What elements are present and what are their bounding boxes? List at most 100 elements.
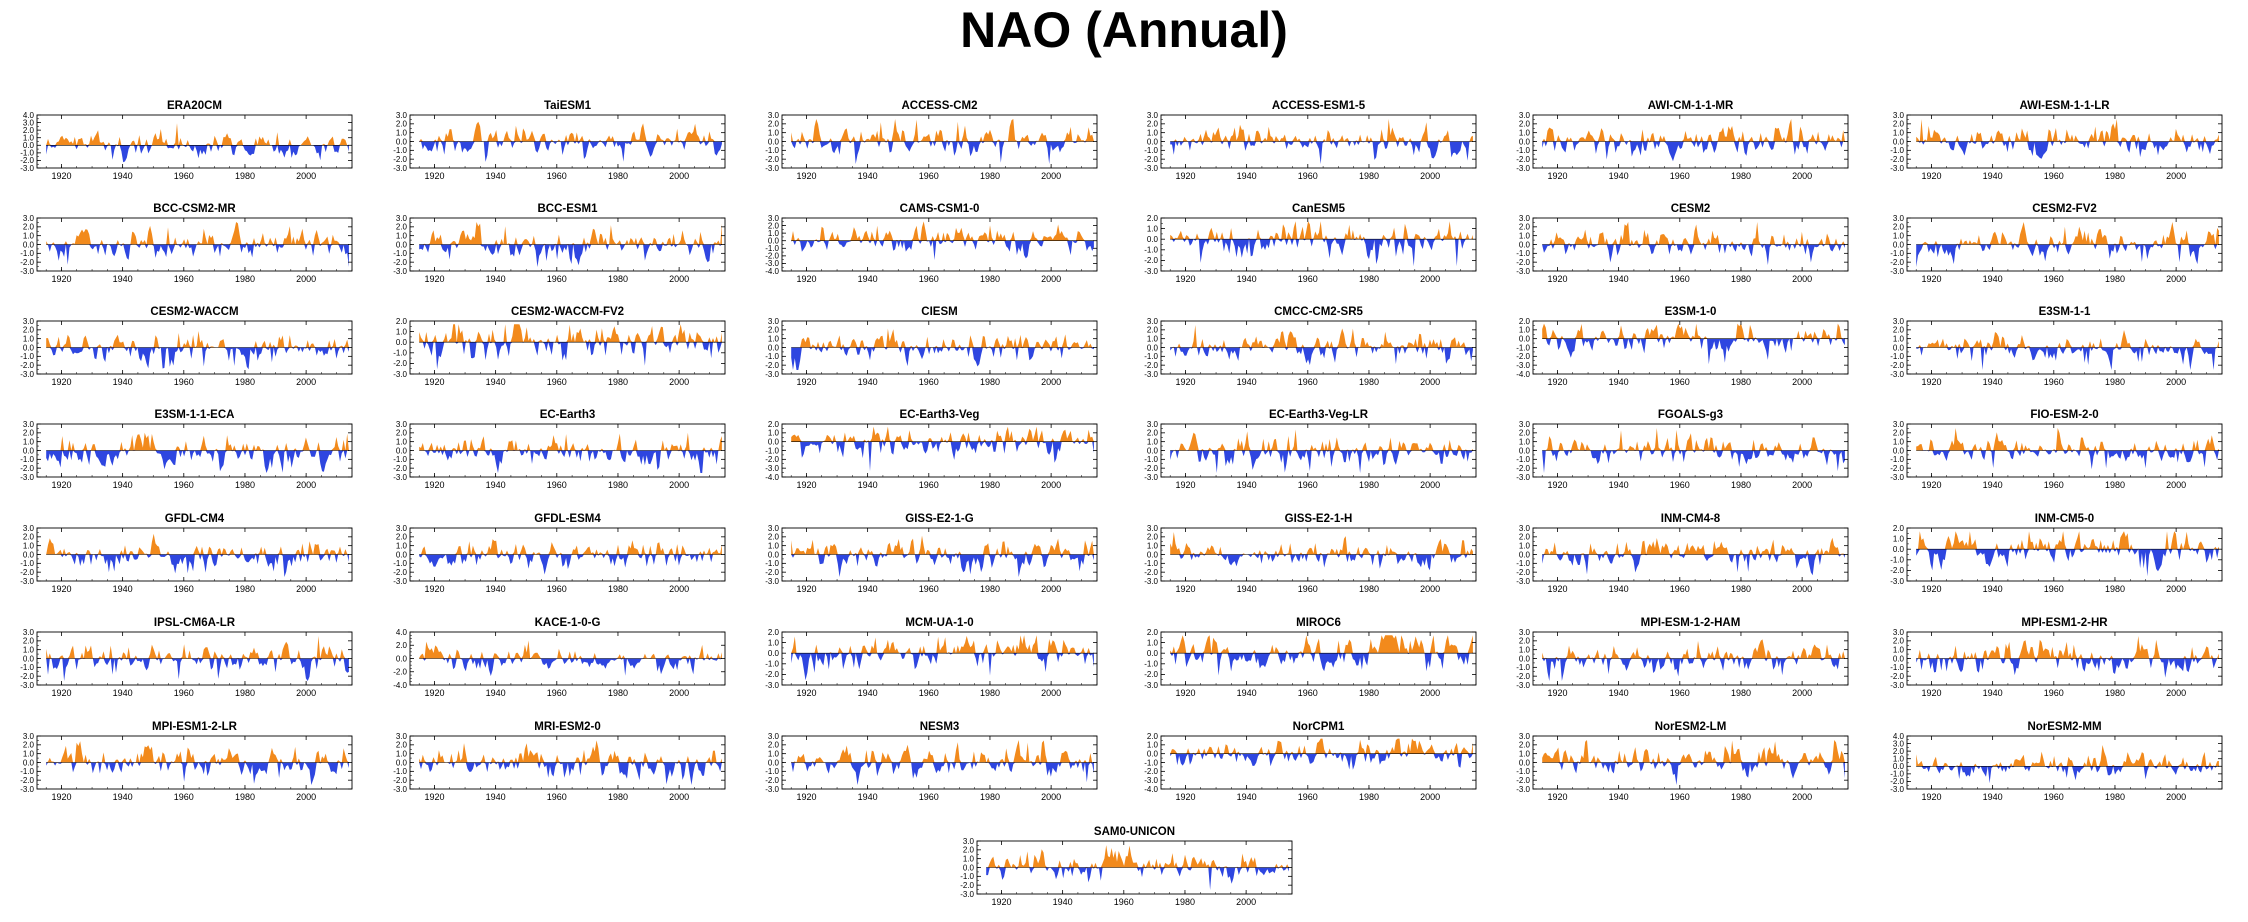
x-tick-label: 2000 (1041, 377, 1061, 387)
y-tick-label: -2.0 (765, 155, 779, 164)
negative-area (1542, 244, 1845, 265)
y-tick-label: -3.0 (393, 473, 407, 482)
x-tick-label: 1940 (1237, 688, 1257, 698)
x-tick-label: 1940 (858, 377, 878, 387)
panel-title: GISS-E2-1-H (1285, 513, 1353, 525)
y-tick-label: 0.0 (1519, 758, 1531, 767)
positive-area (46, 331, 349, 348)
x-tick-label: 1920 (1547, 584, 1567, 594)
x-tick-label: 1960 (919, 688, 939, 698)
y-tick-label: -3.0 (1890, 681, 1904, 690)
y-tick-label: -2.0 (393, 668, 407, 677)
y-tick-label: -4.0 (1516, 370, 1530, 379)
y-tick-label: 2.0 (396, 317, 408, 326)
x-tick-label: 1920 (796, 377, 816, 387)
panel-title: INM-CM4-8 (1661, 513, 1721, 525)
y-tick-label: -3.0 (1890, 785, 1904, 794)
y-tick-label: 0.0 (396, 338, 408, 347)
y-tick-label: -3.0 (1144, 370, 1158, 379)
y-tick-label: 2.0 (396, 223, 408, 232)
y-tick-label: -2.0 (1516, 155, 1530, 164)
x-tick-label: 1940 (1983, 171, 2003, 181)
y-tick-label: 2.0 (396, 641, 408, 650)
x-tick-label: 1920 (1175, 480, 1195, 490)
y-tick-label: -2.0 (393, 464, 407, 473)
x-tick-label: 1920 (1175, 688, 1195, 698)
panel-era20cm: ERA20CM 4.03.02.01.00.0-1.0-2.0-3.0 1920 19… (20, 100, 353, 181)
y-tick-label: -3.0 (1890, 577, 1904, 586)
y-tick-label: -2.0 (1890, 361, 1904, 370)
y-tick-label: -2.0 (765, 568, 779, 577)
positive-area (419, 121, 722, 142)
y-tick-label: 3.0 (768, 732, 780, 741)
x-tick-label: 1940 (1237, 274, 1257, 284)
panel-miroc6: MIROC6 2.01.0 0.0 -1.0-2.0 -3.0 1920 1940 1960 1… (1144, 617, 1477, 698)
panel-title: FGOALS-g3 (1658, 409, 1723, 421)
y-tick-label: 2.0 (1893, 223, 1905, 232)
y-tick-label: 4.0 (396, 628, 408, 637)
y-tick-label: -4.0 (765, 267, 779, 276)
y-tick-label: 3.0 (1147, 111, 1159, 120)
panel-title: AWI-ESM-1-1-LR (2019, 100, 2110, 112)
y-tick-label: -1.0 (1890, 455, 1904, 464)
positive-area (1542, 740, 1845, 763)
y-tick-label: -1.0 (20, 663, 34, 672)
panel-title: EC-Earth3-Veg-LR (1269, 409, 1369, 421)
x-tick-label: 1960 (174, 480, 194, 490)
y-tick-label: -3.0 (1144, 164, 1158, 173)
y-tick-label: -2.0 (765, 776, 779, 785)
x-tick-label: 1980 (980, 377, 1000, 387)
x-tick-label: 1980 (1731, 377, 1751, 387)
x-tick-label: 1960 (919, 792, 939, 802)
x-tick-label: 1940 (1237, 480, 1257, 490)
negative-area (1542, 141, 1845, 162)
y-tick-label: -1.0 (960, 872, 974, 881)
y-tick-label: 2.0 (768, 741, 780, 750)
y-tick-label: 2.0 (23, 533, 35, 542)
x-tick-label: 1920 (51, 274, 71, 284)
y-tick-label: -1.0 (1890, 249, 1904, 258)
x-tick-label: 1920 (1921, 274, 1941, 284)
x-tick-label: 1980 (2105, 377, 2125, 387)
negative-area (791, 653, 1094, 681)
y-tick-label: 2.0 (768, 326, 780, 335)
y-tick-label: 4.0 (1893, 732, 1905, 741)
x-tick-label: 1960 (174, 171, 194, 181)
panel-title: BCC-CSM2-MR (153, 203, 236, 215)
x-tick-label: 2000 (1041, 584, 1061, 594)
y-tick-label: -1.0 (20, 249, 34, 258)
panel-title: KACE-1-0-G (535, 617, 601, 629)
y-tick-label: -2.0 (1890, 155, 1904, 164)
x-tick-label: 2000 (2166, 480, 2186, 490)
panel-ec-earth3-veg: EC-Earth3-Veg 2.01.00.0-1.0-2.0-3.0-4.0 19… (765, 409, 1098, 490)
y-tick-label: 3.0 (1147, 420, 1159, 429)
x-tick-label: 1960 (174, 688, 194, 698)
y-tick-label: -3.0 (1890, 164, 1904, 173)
y-tick-label: 1.0 (23, 437, 35, 446)
y-tick-label: -3.0 (1516, 681, 1530, 690)
x-tick-label: 2000 (2166, 171, 2186, 181)
y-tick-label: 3.0 (396, 732, 408, 741)
y-tick-label: -4.0 (393, 681, 407, 690)
y-tick-label: 1.0 (23, 541, 35, 550)
y-tick-label: -2.0 (765, 455, 779, 464)
positive-area (1542, 428, 1845, 451)
y-tick-label: -1.0 (393, 249, 407, 258)
panel-giss-e2-1-h: GISS-E2-1-H 3.02.01.00.0-1.0-2.0-3.0 1920 1… (1144, 513, 1477, 594)
y-tick-label: 0.0 (1519, 550, 1531, 559)
y-tick-label: -2.0 (1144, 464, 1158, 473)
y-tick-label: 0.0 (1147, 649, 1159, 658)
panel-bcc-csm2-mr: BCC-CSM2-MR 3.02.01.00.0-1.0-2.0-3.0 1920 1… (20, 203, 353, 284)
x-tick-label: 1940 (1983, 688, 2003, 698)
y-tick-label: 0.0 (396, 446, 408, 455)
y-tick-label: -3.0 (1890, 473, 1904, 482)
x-tick-label: 1920 (424, 171, 444, 181)
negative-area (791, 441, 1094, 472)
y-tick-label: 0.0 (1893, 545, 1905, 554)
panel-title: NorESM2-MM (2027, 721, 2101, 733)
y-tick-label: -3.0 (1144, 267, 1158, 276)
y-tick-label: 0.0 (1893, 343, 1905, 352)
y-tick-label: -3.0 (20, 577, 34, 586)
y-tick-label: -2.0 (1516, 776, 1530, 785)
y-tick-label: 0.0 (396, 240, 408, 249)
